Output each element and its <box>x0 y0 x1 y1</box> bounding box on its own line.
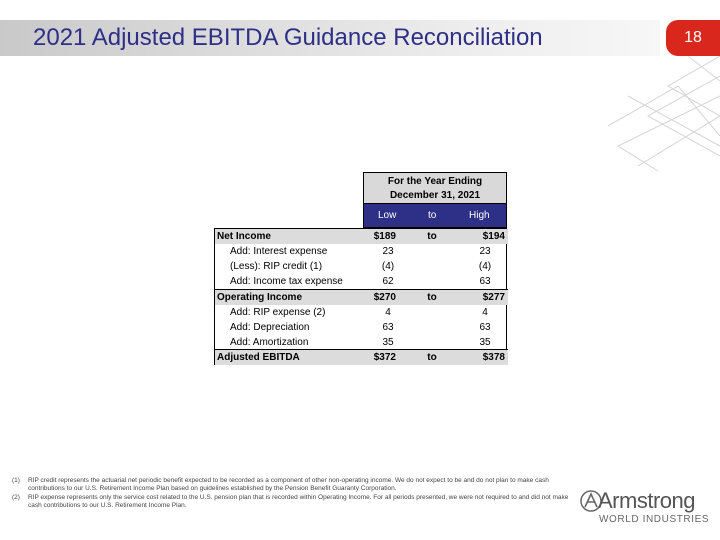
row-label: Add: RIP expense (2) <box>230 307 326 318</box>
row-high-value: 35 <box>479 337 491 348</box>
row-low-value: $270 <box>373 292 396 303</box>
column-header-to: to <box>428 210 437 221</box>
row-label: Adjusted EBITDA <box>217 352 300 363</box>
row-label: Add: Depreciation <box>230 322 310 333</box>
table-column-header: Low to High <box>363 204 507 228</box>
table-row: Add: Interest expense 23 23 <box>215 244 508 259</box>
row-label: Add: Amortization <box>230 337 309 348</box>
armstrong-logo: Armstrong WORLD INDUSTRIES <box>580 488 715 532</box>
row-high-value: $194 <box>482 231 505 242</box>
footnote-number: (2) <box>12 494 20 501</box>
group-header-line2: December 31, 2021 <box>389 190 481 201</box>
row-label: Add: Income tax expense <box>230 276 343 287</box>
footnote-1: (1) RIP credit represents the actuarial … <box>12 477 577 493</box>
table-row: Net Income $189 to $194 <box>215 229 508 244</box>
row-low-value: $372 <box>373 352 396 363</box>
row-low-value: 35 <box>382 337 394 348</box>
title-bar <box>0 20 660 56</box>
table-row: Operating Income $270 to $277 <box>215 289 508 305</box>
page-number-badge: 18 <box>666 20 720 56</box>
column-header-high: High <box>469 210 490 221</box>
footnote-text: RIP credit represents the actuarial net … <box>28 477 549 492</box>
decorative-lines-graphic <box>607 56 720 172</box>
row-high-value: (4) <box>478 261 492 272</box>
column-header-low: Low <box>378 210 397 221</box>
row-to: to <box>427 352 437 363</box>
table-row: Add: Depreciation 63 63 <box>215 320 508 335</box>
table-group-header: For the Year Ending December 31, 2021 <box>363 172 507 204</box>
footnote-number: (1) <box>12 477 20 484</box>
row-low-value: $189 <box>373 231 396 242</box>
table-row: (Less): RIP credit (1) (4) (4) <box>215 259 508 274</box>
row-high-value: $378 <box>482 352 505 363</box>
row-high-value: $277 <box>482 292 505 303</box>
row-low-value: (4) <box>381 261 395 272</box>
footnote-2: (2) RIP expense represents only the serv… <box>12 494 577 510</box>
table-row: Add: RIP expense (2) 4 4 <box>215 305 508 320</box>
row-high-value: 4 <box>482 307 488 318</box>
row-label: (Less): RIP credit (1) <box>230 261 323 272</box>
logo-subtitle: WORLD INDUSTRIES <box>599 514 710 525</box>
row-low-value: 63 <box>382 322 394 333</box>
logo-wordmark: Armstrong <box>598 488 695 513</box>
table-row: Adjusted EBITDA $372 to $378 <box>215 349 508 365</box>
row-low-value: 62 <box>382 276 394 287</box>
footnotes: (1) RIP credit represents the actuarial … <box>12 477 577 511</box>
group-header-line1: For the Year Ending <box>387 176 483 187</box>
armstrong-a-icon <box>580 490 602 512</box>
row-to: to <box>427 231 437 242</box>
row-label: Net Income <box>217 231 271 242</box>
row-high-value: 63 <box>479 276 491 287</box>
table-row: Add: Amortization 35 35 <box>215 335 508 350</box>
footnote-text: RIP expense represents only the service … <box>28 494 569 509</box>
row-to: to <box>427 292 437 303</box>
table-row: Add: Income tax expense 62 63 <box>215 274 508 289</box>
page-title: 2021 Adjusted EBITDA Guidance Reconcilia… <box>33 24 543 51</box>
row-low-value: 4 <box>385 307 391 318</box>
table-body: Net Income $189 to $194 Add: Interest ex… <box>214 228 508 365</box>
row-high-value: 63 <box>479 322 491 333</box>
row-high-value: 23 <box>479 246 491 257</box>
row-label: Operating Income <box>217 292 303 303</box>
row-label: Add: Interest expense <box>230 246 328 257</box>
row-low-value: 23 <box>382 246 394 257</box>
